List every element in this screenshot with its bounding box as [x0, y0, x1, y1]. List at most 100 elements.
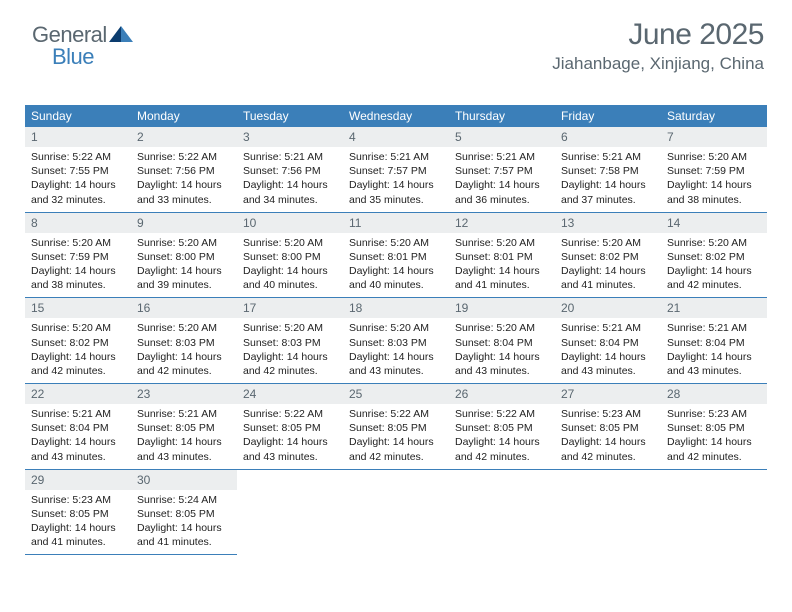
day-number: 11 [343, 213, 449, 233]
daylight-line: Daylight: 14 hours and 40 minutes. [243, 264, 337, 292]
sunrise-line: Sunrise: 5:20 AM [561, 236, 655, 250]
sunrise-line: Sunrise: 5:20 AM [455, 321, 549, 335]
calendar-table: Sunday Monday Tuesday Wednesday Thursday… [25, 105, 767, 555]
sunset-line: Sunset: 8:05 PM [31, 507, 125, 521]
day-number: 27 [555, 384, 661, 404]
sunset-line: Sunset: 8:02 PM [561, 250, 655, 264]
daylight-line: Daylight: 14 hours and 41 minutes. [455, 264, 549, 292]
day-number: 25 [343, 384, 449, 404]
daylight-line: Daylight: 14 hours and 43 minutes. [137, 435, 231, 463]
day-data: Sunrise: 5:21 AMSunset: 8:04 PMDaylight:… [661, 318, 767, 383]
month-title: June 2025 [552, 18, 764, 52]
daylight-line: Daylight: 14 hours and 42 minutes. [561, 435, 655, 463]
sunset-line: Sunset: 8:05 PM [137, 507, 231, 521]
day-number: 6 [555, 127, 661, 147]
sunrise-line: Sunrise: 5:22 AM [137, 150, 231, 164]
daylight-line: Daylight: 14 hours and 42 minutes. [31, 350, 125, 378]
sunset-line: Sunset: 8:04 PM [667, 336, 761, 350]
sunset-line: Sunset: 7:58 PM [561, 164, 655, 178]
sunrise-line: Sunrise: 5:21 AM [455, 150, 549, 164]
weekday-header: Monday [131, 105, 237, 127]
calendar-row: 22Sunrise: 5:21 AMSunset: 8:04 PMDayligh… [25, 384, 767, 470]
sunrise-line: Sunrise: 5:20 AM [667, 236, 761, 250]
day-data: Sunrise: 5:20 AMSunset: 8:02 PMDaylight:… [25, 318, 131, 383]
day-number: 29 [25, 470, 131, 490]
day-number: 19 [449, 298, 555, 318]
sunrise-line: Sunrise: 5:22 AM [243, 407, 337, 421]
day-data: Sunrise: 5:23 AMSunset: 8:05 PMDaylight:… [661, 404, 767, 469]
sunrise-line: Sunrise: 5:20 AM [243, 236, 337, 250]
sunrise-line: Sunrise: 5:23 AM [31, 493, 125, 507]
calendar-cell: 1Sunrise: 5:22 AMSunset: 7:55 PMDaylight… [25, 127, 131, 212]
sunset-line: Sunset: 7:55 PM [31, 164, 125, 178]
calendar-cell: 17Sunrise: 5:20 AMSunset: 8:03 PMDayligh… [237, 298, 343, 384]
day-number: 7 [661, 127, 767, 147]
day-number: 18 [343, 298, 449, 318]
daylight-line: Daylight: 14 hours and 32 minutes. [31, 178, 125, 206]
day-data: Sunrise: 5:23 AMSunset: 8:05 PMDaylight:… [25, 490, 131, 555]
calendar-cell: 9Sunrise: 5:20 AMSunset: 8:00 PMDaylight… [131, 212, 237, 298]
sunset-line: Sunset: 7:59 PM [667, 164, 761, 178]
day-number: 1 [25, 127, 131, 147]
daylight-line: Daylight: 14 hours and 42 minutes. [455, 435, 549, 463]
sunrise-line: Sunrise: 5:21 AM [667, 321, 761, 335]
day-data: Sunrise: 5:20 AMSunset: 8:00 PMDaylight:… [237, 233, 343, 298]
calendar-cell: 26Sunrise: 5:22 AMSunset: 8:05 PMDayligh… [449, 384, 555, 470]
sunrise-line: Sunrise: 5:23 AM [667, 407, 761, 421]
sunset-line: Sunset: 8:00 PM [243, 250, 337, 264]
sunrise-line: Sunrise: 5:21 AM [243, 150, 337, 164]
day-data: Sunrise: 5:22 AMSunset: 8:05 PMDaylight:… [343, 404, 449, 469]
calendar-cell: 27Sunrise: 5:23 AMSunset: 8:05 PMDayligh… [555, 384, 661, 470]
day-data: Sunrise: 5:20 AMSunset: 7:59 PMDaylight:… [661, 147, 767, 212]
sunset-line: Sunset: 8:01 PM [349, 250, 443, 264]
header-right: June 2025 Jiahanbage, Xinjiang, China [552, 18, 764, 74]
calendar-cell [343, 469, 449, 555]
day-data: Sunrise: 5:24 AMSunset: 8:05 PMDaylight:… [131, 490, 237, 555]
day-data: Sunrise: 5:21 AMSunset: 7:57 PMDaylight:… [343, 147, 449, 212]
day-data: Sunrise: 5:20 AMSunset: 8:04 PMDaylight:… [449, 318, 555, 383]
day-number: 23 [131, 384, 237, 404]
calendar-cell [661, 469, 767, 555]
calendar-cell: 25Sunrise: 5:22 AMSunset: 8:05 PMDayligh… [343, 384, 449, 470]
sunrise-line: Sunrise: 5:21 AM [31, 407, 125, 421]
calendar-cell: 24Sunrise: 5:22 AMSunset: 8:05 PMDayligh… [237, 384, 343, 470]
sunrise-line: Sunrise: 5:20 AM [31, 321, 125, 335]
calendar-cell: 6Sunrise: 5:21 AMSunset: 7:58 PMDaylight… [555, 127, 661, 212]
day-number: 8 [25, 213, 131, 233]
calendar-row: 1Sunrise: 5:22 AMSunset: 7:55 PMDaylight… [25, 127, 767, 212]
sunrise-line: Sunrise: 5:20 AM [137, 236, 231, 250]
day-number: 17 [237, 298, 343, 318]
sunset-line: Sunset: 8:04 PM [561, 336, 655, 350]
location-text: Jiahanbage, Xinjiang, China [552, 54, 764, 74]
sunrise-line: Sunrise: 5:21 AM [137, 407, 231, 421]
calendar-cell: 8Sunrise: 5:20 AMSunset: 7:59 PMDaylight… [25, 212, 131, 298]
sunrise-line: Sunrise: 5:22 AM [455, 407, 549, 421]
daylight-line: Daylight: 14 hours and 43 minutes. [243, 435, 337, 463]
logo-text-blue: Blue [52, 44, 94, 69]
day-data: Sunrise: 5:20 AMSunset: 8:01 PMDaylight:… [343, 233, 449, 298]
day-number: 30 [131, 470, 237, 490]
calendar-cell: 13 Sunrise: 5:20 AMSunset: 8:02 PMDayligh… [555, 212, 661, 298]
sunset-line: Sunset: 8:05 PM [667, 421, 761, 435]
daylight-line: Daylight: 14 hours and 34 minutes. [243, 178, 337, 206]
sunrise-line: Sunrise: 5:20 AM [455, 236, 549, 250]
calendar-cell: 20Sunrise: 5:21 AMSunset: 8:04 PMDayligh… [555, 298, 661, 384]
sunset-line: Sunset: 8:05 PM [561, 421, 655, 435]
sunset-line: Sunset: 8:02 PM [667, 250, 761, 264]
daylight-line: Daylight: 14 hours and 38 minutes. [31, 264, 125, 292]
sunset-line: Sunset: 7:59 PM [31, 250, 125, 264]
daylight-line: Daylight: 14 hours and 42 minutes. [349, 435, 443, 463]
weekday-header: Friday [555, 105, 661, 127]
sunset-line: Sunset: 8:03 PM [137, 336, 231, 350]
day-number: 3 [237, 127, 343, 147]
calendar-cell: 18Sunrise: 5:20 AMSunset: 8:03 PMDayligh… [343, 298, 449, 384]
day-number: 2 [131, 127, 237, 147]
daylight-line: Daylight: 14 hours and 36 minutes. [455, 178, 549, 206]
daylight-line: Daylight: 14 hours and 41 minutes. [137, 521, 231, 549]
daylight-line: Daylight: 14 hours and 41 minutes. [561, 264, 655, 292]
calendar-cell: 28Sunrise: 5:23 AMSunset: 8:05 PMDayligh… [661, 384, 767, 470]
day-number: 13 [555, 213, 661, 233]
calendar-row: 29Sunrise: 5:23 AMSunset: 8:05 PMDayligh… [25, 469, 767, 555]
daylight-line: Daylight: 14 hours and 43 minutes. [349, 350, 443, 378]
sunset-line: Sunset: 8:04 PM [455, 336, 549, 350]
